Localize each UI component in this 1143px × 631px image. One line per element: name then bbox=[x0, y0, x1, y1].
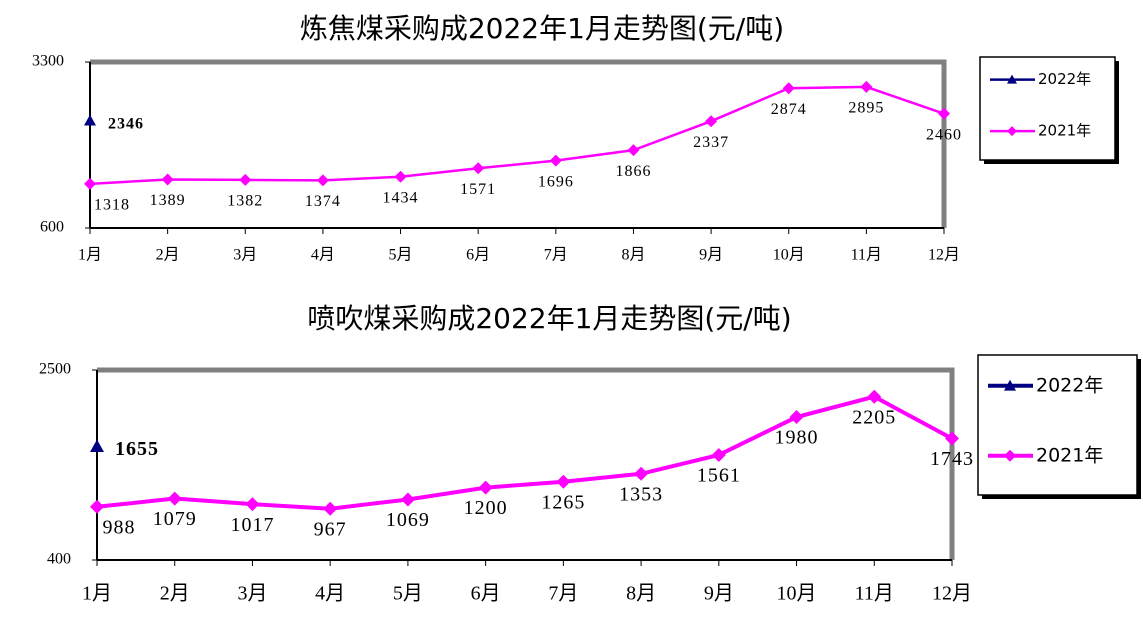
legend-label: 2022年 bbox=[1038, 70, 1091, 88]
marker bbox=[1004, 379, 1016, 391]
marker bbox=[316, 174, 329, 187]
x-tick-label: 2月 bbox=[156, 247, 180, 264]
marker bbox=[90, 439, 104, 453]
marker bbox=[167, 491, 182, 506]
x-tick-label: 4月 bbox=[311, 247, 335, 264]
marker bbox=[945, 431, 959, 446]
marker bbox=[789, 410, 804, 425]
marker bbox=[938, 107, 950, 120]
marker bbox=[478, 480, 493, 495]
x-tick-label: 8月 bbox=[621, 247, 645, 264]
x-tick-label: 10月 bbox=[777, 583, 817, 605]
marker bbox=[627, 144, 640, 157]
x-tick-label: 9月 bbox=[699, 247, 723, 264]
data-label: 1655 bbox=[115, 438, 159, 460]
x-tick-label: 3月 bbox=[237, 583, 267, 605]
data-label: 1866 bbox=[615, 163, 651, 180]
series-line bbox=[89, 85, 945, 186]
marker bbox=[634, 466, 649, 481]
x-tick-label: 12月 bbox=[928, 247, 960, 264]
data-label: 1265 bbox=[541, 491, 585, 513]
legend-box bbox=[977, 354, 1138, 496]
marker bbox=[394, 170, 407, 183]
marker bbox=[867, 389, 882, 404]
x-tick-label: 7月 bbox=[548, 583, 578, 605]
x-tick-label: 2月 bbox=[160, 583, 190, 605]
y-tick-label: 600 bbox=[40, 219, 64, 236]
marker bbox=[1007, 74, 1017, 84]
marker bbox=[711, 447, 726, 462]
y-tick-label: 400 bbox=[47, 551, 71, 568]
series-line bbox=[96, 394, 953, 511]
x-tick-label: 7月 bbox=[544, 247, 568, 264]
y-tick-label: 3300 bbox=[32, 53, 64, 70]
marker bbox=[90, 499, 104, 514]
chart-title: 炼焦煤采购成2022年1月走势图(元/吨) bbox=[300, 12, 784, 45]
y-tick-label: 2500 bbox=[39, 361, 71, 378]
data-label: 1200 bbox=[464, 497, 508, 519]
plot-frame bbox=[97, 367, 955, 560]
marker bbox=[1007, 126, 1017, 137]
marker bbox=[860, 80, 873, 93]
data-label: 1561 bbox=[697, 465, 741, 487]
marker bbox=[239, 173, 252, 186]
marker bbox=[705, 115, 718, 128]
data-label: 1434 bbox=[383, 189, 419, 206]
marker bbox=[782, 82, 795, 95]
data-label: 1389 bbox=[150, 192, 186, 209]
x-tick-label: 8月 bbox=[626, 583, 656, 605]
x-tick-label: 11月 bbox=[855, 583, 894, 605]
marker bbox=[84, 114, 96, 126]
data-label: 2874 bbox=[771, 101, 807, 118]
legend-label: 2021年 bbox=[1036, 444, 1103, 466]
x-tick-label: 6月 bbox=[471, 583, 501, 605]
data-label: 1382 bbox=[227, 193, 263, 210]
chart: 喷吹煤采购成2022年1月走势图(元/吨) 400 2500 1月 2月 3月 4月 5月 6月… bbox=[39, 302, 1141, 605]
data-label: 2337 bbox=[693, 134, 729, 151]
marker bbox=[161, 173, 174, 186]
marker bbox=[556, 474, 571, 489]
data-label: 2346 bbox=[108, 115, 144, 132]
x-tick-label: 12月 bbox=[932, 583, 972, 605]
marker bbox=[245, 497, 260, 512]
chart: 炼焦煤采购成2022年1月走势图(元/吨) 600 3300 1月 2月 3月 4月 5月 6月… bbox=[32, 12, 1119, 264]
legend-label: 2021年 bbox=[1038, 122, 1091, 140]
legend-box bbox=[979, 56, 1116, 161]
x-tick-label: 1月 bbox=[82, 583, 112, 605]
data-label: 1743 bbox=[930, 448, 974, 470]
marker bbox=[84, 177, 96, 190]
legend-label: 2022年 bbox=[1036, 374, 1103, 396]
data-label: 2460 bbox=[926, 126, 962, 143]
data-label: 1980 bbox=[775, 427, 819, 449]
data-label: 967 bbox=[314, 518, 347, 540]
data-label: 2205 bbox=[852, 406, 896, 428]
chart-title: 喷吹煤采购成2022年1月走势图(元/吨) bbox=[307, 302, 791, 335]
x-tick-label: 9月 bbox=[704, 583, 734, 605]
x-tick-label: 5月 bbox=[393, 583, 423, 605]
marker bbox=[472, 162, 485, 175]
marker bbox=[549, 154, 562, 167]
plot-frame bbox=[90, 59, 947, 228]
x-tick-label: 6月 bbox=[466, 247, 490, 264]
data-label: 1318 bbox=[94, 197, 130, 214]
data-label: 1079 bbox=[153, 508, 197, 530]
marker bbox=[323, 501, 338, 516]
data-label: 2895 bbox=[848, 100, 884, 117]
x-tick-label: 3月 bbox=[233, 247, 257, 264]
x-tick-label: 11月 bbox=[851, 247, 882, 264]
x-tick-label: 10月 bbox=[773, 247, 805, 264]
data-label: 1571 bbox=[460, 181, 496, 198]
data-label: 1017 bbox=[230, 514, 274, 536]
data-label: 1696 bbox=[538, 173, 574, 190]
data-label: 1353 bbox=[619, 483, 663, 505]
x-tick-label: 5月 bbox=[389, 247, 413, 264]
x-tick-label: 4月 bbox=[315, 583, 345, 605]
data-label: 988 bbox=[103, 516, 136, 538]
marker bbox=[1004, 449, 1016, 462]
data-label: 1069 bbox=[386, 509, 430, 531]
data-label: 1374 bbox=[305, 193, 341, 210]
marker bbox=[400, 492, 415, 507]
x-tick-label: 1月 bbox=[78, 247, 102, 264]
